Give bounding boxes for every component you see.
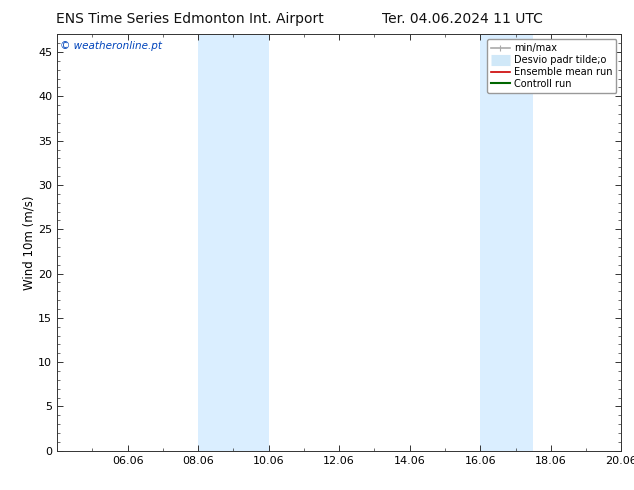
Bar: [198, 34, 269, 451]
Y-axis label: Wind 10m (m/s): Wind 10m (m/s): [22, 196, 36, 290]
Bar: [481, 34, 533, 451]
Text: Ter. 04.06.2024 11 UTC: Ter. 04.06.2024 11 UTC: [382, 12, 543, 26]
Text: ENS Time Series Edmonton Int. Airport: ENS Time Series Edmonton Int. Airport: [56, 12, 324, 26]
Text: © weatheronline.pt: © weatheronline.pt: [60, 41, 162, 50]
Legend: min/max, Desvio padr tilde;o, Ensemble mean run, Controll run: min/max, Desvio padr tilde;o, Ensemble m…: [487, 39, 616, 93]
